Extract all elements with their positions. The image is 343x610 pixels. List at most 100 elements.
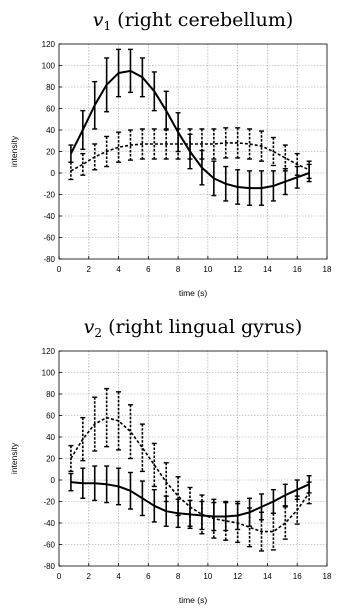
x-tick-label: 4 [116, 572, 121, 581]
error-bar [282, 144, 288, 172]
chart-title-rest: (right cerebellum) [111, 9, 293, 31]
series-line [70, 481, 310, 518]
error-bar [116, 131, 122, 163]
y-tick-label: 0 [51, 476, 56, 485]
x-tick-label: 18 [323, 265, 332, 274]
error-bar [211, 128, 217, 160]
y-tick-label: -40 [43, 212, 55, 221]
chart-title-var: v [84, 316, 95, 338]
error-bar [187, 128, 193, 160]
x-tick-label: 12 [233, 572, 242, 581]
chart-1: v1 (right cerebellum)0 2 4 6 8 10 12 14 16 18-80-… [9, 9, 332, 298]
x-tick-label: 6 [146, 572, 151, 581]
x-tick-label: 0 [57, 265, 62, 274]
y-tick-label: -80 [43, 255, 55, 264]
y-tick-label: 40 [46, 126, 55, 135]
error-bar [247, 128, 253, 160]
error-bar [282, 506, 288, 540]
series-dashed [68, 127, 312, 181]
chart-title-var: v [93, 9, 104, 31]
y-tick-label: 0 [51, 169, 56, 178]
x-tick-label: 14 [263, 265, 272, 274]
error-bar [270, 136, 276, 167]
x-tick-label: 6 [146, 265, 151, 274]
y-tick-label: 80 [46, 83, 55, 92]
x-tick-label: 4 [116, 265, 121, 274]
x-tick-label: 8 [176, 265, 181, 274]
y-tick-label: 20 [46, 148, 55, 157]
x-tick-label: 0 [57, 572, 62, 581]
chart-title-sub: 2 [94, 326, 102, 340]
error-bar [223, 500, 229, 541]
y-tick-label: 60 [46, 412, 55, 421]
error-bar [306, 160, 312, 180]
series-line [70, 142, 310, 172]
y-tick-label: -20 [43, 498, 55, 507]
y-tick-label: -20 [43, 191, 55, 200]
x-axis-label: time (s) [179, 595, 208, 605]
chart-title-rest: (right lingual gyrus) [102, 316, 302, 338]
error-bar [247, 507, 253, 548]
error-bar [211, 498, 217, 539]
y-tick-label: 100 [42, 369, 56, 378]
chart-2: v2 (right lingual gyrus)0 2 4 6 8 10 12 14 16 18-… [9, 316, 332, 605]
x-tick-label: 10 [203, 572, 212, 581]
series-line [70, 69, 310, 190]
x-tick-label: 18 [323, 572, 332, 581]
chart-title: v2 (right lingual gyrus) [84, 316, 303, 340]
error-bar [127, 404, 133, 460]
error-bar [175, 128, 181, 160]
y-tick-label: 100 [42, 62, 56, 71]
error-bar [270, 512, 276, 551]
y-tick-label: 20 [46, 455, 55, 464]
y-tick-label: 60 [46, 105, 55, 114]
y-tick-label: -40 [43, 519, 55, 528]
error-bar [151, 442, 157, 488]
y-tick-label: 120 [42, 347, 56, 356]
error-bar [104, 135, 110, 168]
error-bar [199, 128, 205, 160]
x-tick-label: 8 [176, 572, 181, 581]
error-bar [80, 152, 86, 176]
error-bar [151, 128, 157, 160]
error-bar [139, 128, 145, 160]
series-solid [68, 48, 312, 206]
x-tick-label: 2 [87, 265, 92, 274]
error-bar [235, 502, 241, 544]
x-tick-label: 16 [293, 265, 302, 274]
y-axis-label: intensity [9, 442, 19, 474]
x-tick-label: 10 [203, 265, 212, 274]
y-tick-label: -60 [43, 234, 55, 243]
y-tick-label: 40 [46, 433, 55, 442]
chart-title: v1 (right cerebellum) [93, 9, 294, 33]
error-bar [163, 128, 169, 160]
error-bar [258, 130, 264, 162]
error-bar [92, 396, 98, 452]
error-bar [187, 486, 193, 527]
y-tick-label: -60 [43, 541, 55, 550]
series-line [70, 416, 310, 533]
error-bar [163, 462, 169, 503]
error-bar [258, 511, 264, 552]
error-bar [294, 152, 300, 176]
y-tick-label: -80 [43, 562, 55, 571]
x-tick-label: 14 [263, 572, 272, 581]
x-axis-label: time (s) [179, 288, 208, 298]
x-tick-label: 2 [87, 572, 92, 581]
error-bar [199, 494, 205, 535]
error-bar [306, 481, 312, 505]
error-bar [139, 423, 145, 473]
error-bar [223, 127, 229, 159]
chart-title-sub: 1 [103, 19, 111, 33]
x-tick-label: 12 [233, 265, 242, 274]
y-tick-label: 120 [42, 40, 56, 49]
error-bar [175, 476, 181, 517]
y-axis-label: intensity [9, 135, 19, 167]
y-tick-label: 80 [46, 390, 55, 399]
error-bar [127, 129, 133, 161]
x-tick-label: 16 [293, 572, 302, 581]
series-dashed [68, 387, 312, 552]
error-bar [235, 127, 241, 159]
